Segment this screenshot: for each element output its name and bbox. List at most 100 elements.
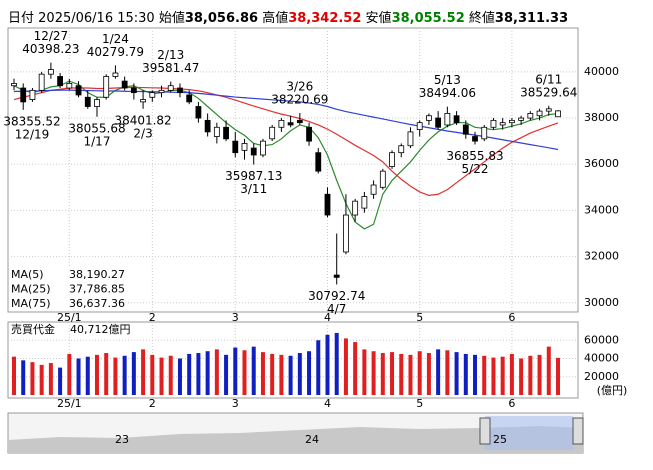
volume-bar [288, 355, 293, 395]
legend-bg [10, 297, 126, 311]
annotation-value: 38220.69 [271, 92, 328, 106]
legend-bg [10, 282, 126, 297]
candle-body [333, 274, 340, 278]
navigator-handle-right[interactable] [572, 417, 584, 445]
volume-bar [454, 352, 459, 395]
annotation-date: 6/11 [535, 72, 562, 86]
y-tick-label: 34000 [584, 203, 619, 216]
candle-body [527, 113, 534, 119]
annotation-date: 1/17 [84, 134, 111, 148]
volume-bar [104, 353, 109, 395]
x-tick-label: 2 [149, 311, 156, 324]
volume-bar [48, 363, 53, 395]
candle-body [66, 83, 73, 89]
open-label: 始値 [159, 10, 185, 26]
navigator-label: 23 [115, 433, 129, 446]
volume-bar [371, 351, 376, 395]
candle-body [204, 119, 211, 133]
navigator-selection[interactable] [485, 416, 573, 450]
candle-body [545, 108, 552, 112]
candle-body [250, 147, 257, 156]
candle-body [444, 113, 451, 126]
x-tick-label: 4 [324, 311, 331, 324]
volume-bar [242, 350, 247, 395]
candle-body [472, 136, 478, 142]
volume-bar [150, 354, 155, 395]
candle-body [167, 85, 174, 91]
price-panel [7, 27, 579, 313]
volume-bar [187, 353, 192, 395]
x-tick-label: 2 [149, 397, 156, 410]
annotation-date: 2/13 [157, 48, 184, 62]
volume-bar [214, 349, 219, 395]
candle-body [213, 126, 220, 137]
volume-bar [399, 353, 404, 395]
legend-bg [10, 268, 126, 282]
navigator-handle-left[interactable] [479, 417, 491, 445]
annotation-value: 40279.79 [87, 45, 144, 59]
high-value: 38,342.52 [288, 11, 361, 26]
volume-bar [251, 346, 256, 395]
volume-bar [85, 356, 90, 395]
candle-body [306, 126, 312, 142]
x-tick-label: 25/1 [57, 397, 82, 410]
candle-body [11, 83, 17, 87]
annotation-value: 38055.68 [68, 121, 125, 135]
candle-body [177, 87, 183, 94]
candle-body [38, 73, 45, 91]
volume-bar [537, 354, 542, 395]
candle-body [555, 110, 561, 118]
legend-value: 36,637.36 [69, 297, 125, 310]
candle-body [453, 115, 460, 124]
volume-bar [141, 349, 146, 395]
candle-body [315, 152, 322, 172]
x-tick-label: 5 [416, 397, 423, 410]
candle-body [232, 140, 239, 154]
candle-body [269, 126, 276, 140]
candle-body [20, 87, 27, 103]
candle-body [481, 126, 488, 140]
candle-body [352, 200, 359, 216]
annotation-date: 12/27 [34, 29, 69, 43]
volume-bar [39, 364, 44, 395]
volume-bar [297, 353, 302, 395]
candle-body [84, 96, 91, 107]
y-tick-label: 40000 [584, 65, 619, 78]
candle-body [158, 89, 165, 94]
volume-bar [205, 351, 210, 395]
annotation-value: 38355.52 [3, 114, 60, 128]
candle-body [130, 87, 137, 94]
annotation-value: 35987.13 [225, 169, 282, 183]
volume-bar [519, 358, 524, 395]
volume-bar [426, 353, 431, 395]
volume-bar [408, 354, 413, 395]
candle-body [140, 99, 146, 103]
volume-last: 40,712億円 [70, 323, 131, 336]
volume-bar [58, 367, 63, 395]
volume-unit: (億円) [597, 384, 628, 397]
volume-bar [473, 354, 478, 395]
volume-bar [260, 352, 265, 395]
volume-bar [556, 357, 560, 395]
candle-body [57, 76, 64, 87]
high-label: 高値 [262, 10, 288, 26]
legend-value: 38,190.27 [69, 268, 125, 281]
volume-bar [159, 357, 164, 395]
volume-bar [417, 351, 422, 395]
volume-bar [343, 338, 348, 395]
annotation-date: 12/19 [15, 127, 50, 141]
candle-body [435, 117, 442, 128]
annotation-date: 1/24 [102, 32, 129, 46]
candle-body [112, 72, 119, 77]
volume-bar [307, 351, 312, 395]
candle-body [462, 124, 469, 135]
x-tick-label: 6 [508, 397, 515, 410]
candle-body [324, 193, 331, 216]
candle-body [287, 122, 294, 126]
volume-bar [445, 350, 450, 395]
volume-bar [131, 352, 136, 395]
annotation-date: 3/11 [240, 182, 267, 196]
volume-panel [7, 321, 579, 399]
